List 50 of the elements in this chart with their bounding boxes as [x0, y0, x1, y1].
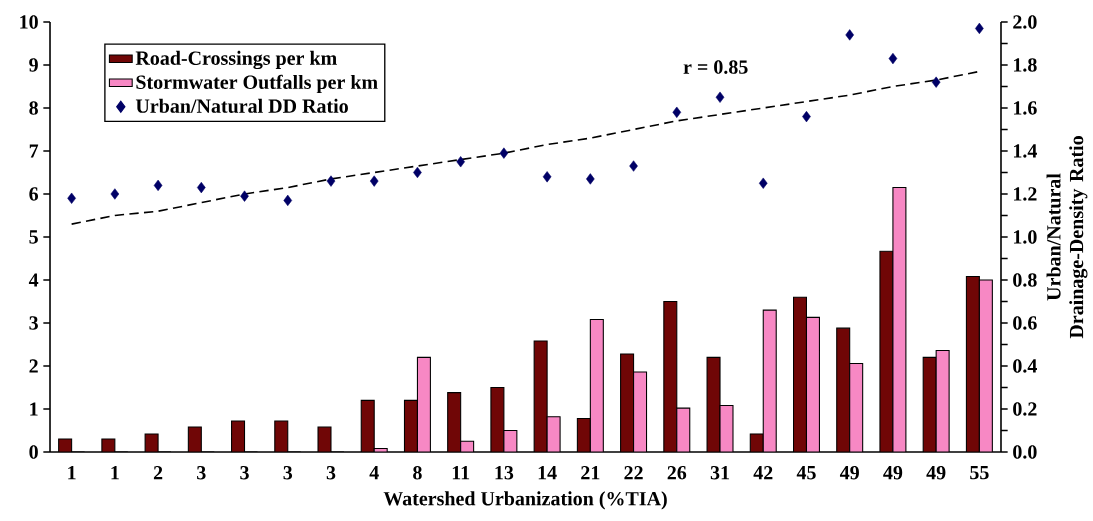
x-tick-label: 3 — [326, 466, 336, 480]
y-tick-label: 8 — [29, 101, 38, 115]
x-tick-label: 3 — [197, 466, 206, 480]
x-axis-title: Watershed Urbanization (%TIA) — [383, 491, 667, 510]
x-tick-label: 11 — [452, 466, 470, 480]
y2-tick-label: 1.8 — [1013, 58, 1037, 72]
x-tick-label: 8 — [413, 466, 422, 480]
legend-label: Road-Crossings per km — [135, 50, 337, 70]
y2-tick-label: 1.6 — [1013, 101, 1037, 115]
x-tick-label: 26 — [667, 466, 687, 480]
x-tick-label: 22 — [624, 466, 643, 480]
y2-tick-label: 0.4 — [1013, 359, 1037, 373]
y-tick-label: 3 — [29, 316, 38, 330]
y2-axis-title: Urban/Natural Drainage-Density Ratio — [1046, 136, 1088, 339]
x-tick-label: 45 — [796, 466, 816, 480]
x-tick-label: 55 — [970, 466, 989, 480]
y-tick-label: 10 — [20, 15, 38, 29]
y2-tick-label: 1.2 — [1013, 187, 1037, 201]
x-tick-label: 1 — [68, 466, 76, 480]
y2-tick-label: 0.6 — [1013, 316, 1037, 330]
y-tick-label: 2 — [29, 359, 38, 373]
x-tick-label: 4 — [369, 466, 379, 480]
y2-tick-label: 0.0 — [1013, 445, 1037, 459]
x-tick-label: 21 — [581, 466, 600, 480]
y-tick-label: 9 — [29, 58, 38, 72]
y-tick-label: 5 — [29, 230, 38, 244]
y-tick-label: 6 — [29, 187, 39, 201]
legend-label: Stormwater Outfalls per km — [136, 74, 378, 94]
y2-tick-label: 2.0 — [1013, 15, 1037, 29]
x-tick-label: 2 — [153, 466, 163, 480]
x-tick-label: 13 — [495, 466, 514, 480]
y-tick-label: 0 — [29, 445, 38, 459]
y-tick-label: 4 — [28, 273, 39, 287]
x-tick-label: 3 — [283, 466, 293, 480]
x-tick-label: 49 — [883, 466, 903, 480]
y-tick-label: 1 — [30, 402, 38, 416]
x-tick-label: 14 — [538, 466, 557, 480]
x-tick-label: 3 — [240, 466, 249, 480]
x-tick-label: 42 — [753, 466, 773, 480]
x-tick-label: 1 — [111, 466, 119, 480]
legend-label: Urban/Natural DD Ratio — [135, 98, 348, 113]
x-tick-label: 49 — [926, 466, 946, 480]
x-tick-label: 31 — [710, 466, 729, 480]
y2-tick-label: 0.8 — [1013, 273, 1037, 287]
y2-tick-label: 1.4 — [1013, 144, 1037, 158]
y2-tick-label: 1.0 — [1013, 230, 1037, 244]
x-tick-label: 49 — [839, 466, 859, 480]
y-tick-label: 7 — [29, 144, 39, 158]
annotation: r = 0.85 — [683, 60, 748, 74]
y2-tick-label: 0.2 — [1013, 402, 1037, 416]
